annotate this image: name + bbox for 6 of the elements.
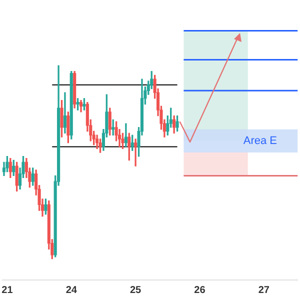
band-label: Area E (243, 134, 278, 147)
x-tick-label: 21 (2, 284, 14, 296)
x-tick-label: 26 (194, 284, 206, 296)
x-tick-label: 25 (130, 284, 142, 296)
x-tick-label: 24 (66, 284, 78, 296)
x-tick-label: 27 (258, 284, 270, 296)
